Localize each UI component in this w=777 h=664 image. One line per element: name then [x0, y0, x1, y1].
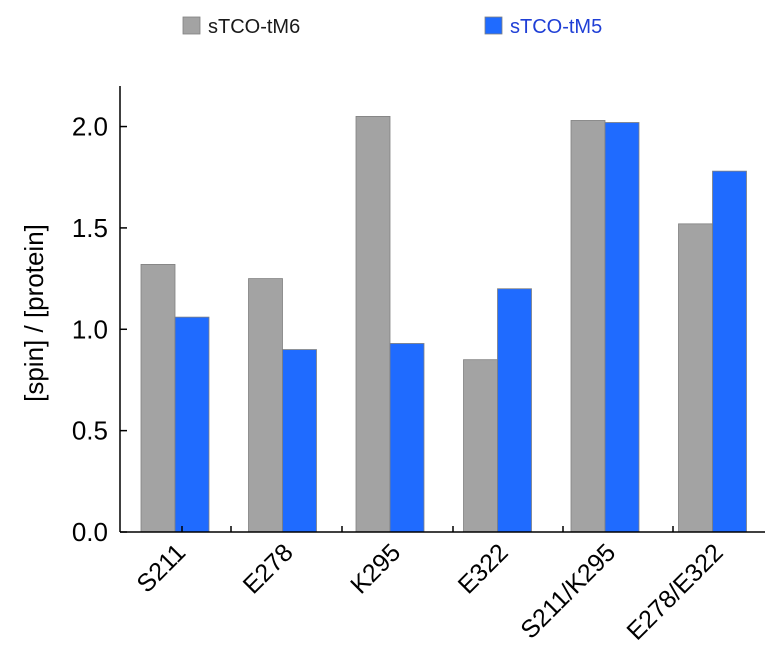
- bar-tM5-E322: [497, 288, 532, 533]
- y-tick-label: 1.0: [72, 314, 108, 344]
- legend-swatch: [484, 16, 503, 35]
- legend-label: sTCO-tM6: [208, 16, 300, 38]
- bar-tM6-S211-K295: [570, 120, 606, 533]
- x-tick-label: E278/E322: [621, 538, 728, 645]
- bar-tM5-S211: [174, 316, 210, 533]
- x-tick-label: K295: [345, 538, 406, 599]
- x-tick-label: E322: [453, 538, 514, 599]
- x-ticks: S211 E278 K295 E322 S211/K295 E278/E322: [131, 526, 729, 646]
- y-tick-label: 0.5: [72, 416, 108, 446]
- bar-tM6-S211: [140, 263, 176, 533]
- bar-tM6-E278: [248, 278, 283, 533]
- x-tick-label: S211/K295: [515, 538, 621, 644]
- x-tick-label: S211: [131, 538, 191, 598]
- x-tick-label: E278: [238, 538, 299, 599]
- bar-tM5-K295: [389, 343, 425, 533]
- y-axis-label: [spin] / [protein]: [19, 224, 49, 402]
- bar-tM6-K295: [355, 116, 391, 533]
- legend: sTCO-tM6 sTCO-tM5: [182, 16, 602, 38]
- legend-swatch: [182, 16, 201, 35]
- y-tick-label: 2.0: [72, 112, 108, 142]
- y-tick-label: 1.5: [72, 213, 108, 243]
- bar-tM6-E322: [463, 359, 498, 533]
- bar-tM5-S211-K295: [604, 122, 640, 533]
- bar-tM6-E278-E322: [678, 223, 713, 533]
- bars: [140, 116, 747, 533]
- legend-label: sTCO-tM5: [510, 16, 602, 38]
- bar-tM5-E278: [282, 349, 317, 533]
- y-ticks: 0.0 0.5 1.0 1.5 2.0: [72, 112, 127, 547]
- bar-tM5-E278-E322: [712, 170, 747, 533]
- axes: [119, 86, 765, 533]
- y-tick-label: 0.0: [72, 517, 108, 547]
